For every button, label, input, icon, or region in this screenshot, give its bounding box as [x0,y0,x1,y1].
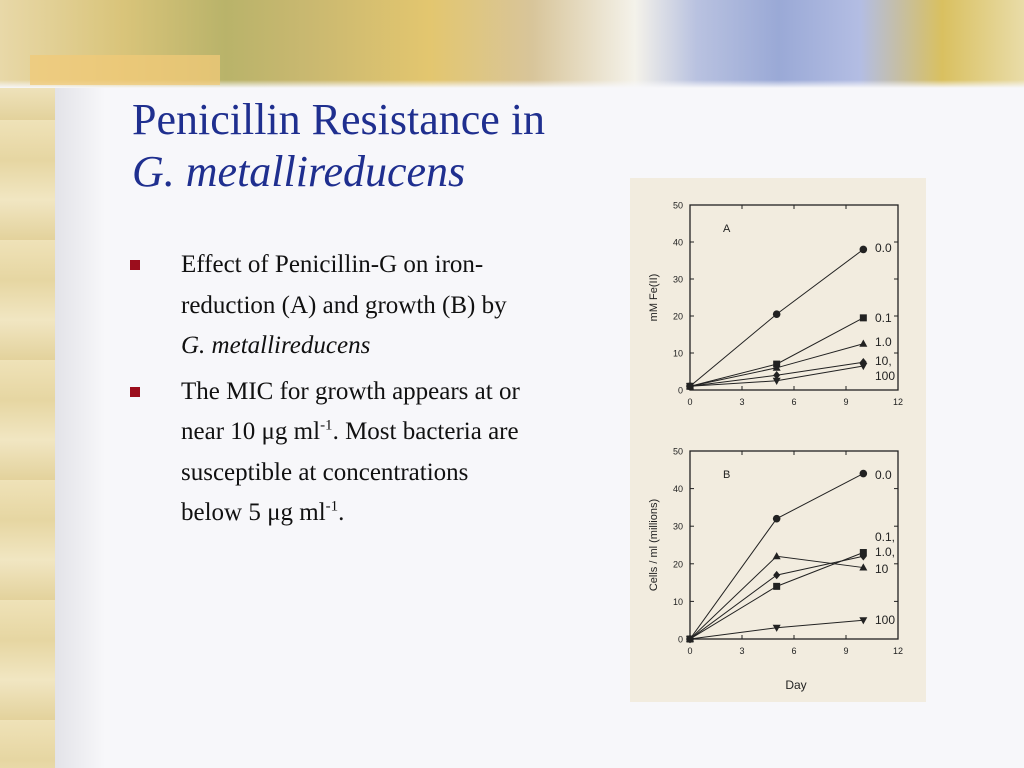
data-point-square [773,582,781,590]
bullet-list: Effect of Penicillin-G on iron-reduction… [130,245,530,539]
series-label: 1.0, [875,545,895,559]
data-point-tri-down [686,383,694,391]
data-point-triangle [859,563,868,571]
data-point-tri-down [772,377,781,385]
y-axis-label: Cells / ml (millions) [648,499,660,591]
series-label: 10, [875,354,892,368]
series-label: 0.0 [875,468,892,482]
panel-label: A [723,223,731,235]
data-point-circle [772,514,781,523]
plot-frame [689,450,899,640]
bullet-marker [130,386,140,397]
y-tick-label: 50 [673,201,683,211]
bullet-2-sup-2: -1 [325,498,339,515]
bullet-2-text-b: . Most bacteria are susceptible at conce… [181,418,519,526]
series-label: 100 [875,369,895,383]
series-label: 1.0 [875,335,892,349]
x-tick-label: 0 [687,397,692,407]
x-tick-label: 12 [893,646,903,656]
series-label: 0.1 [875,311,892,325]
data-point-diamond [773,371,781,380]
y-tick-label: 20 [673,312,683,322]
series-label: 10 [875,562,889,576]
data-point-triangle [772,363,781,371]
title-line-2: G. metallireducens [132,147,466,196]
x-tick-label: 9 [843,646,848,656]
banner-accent [30,55,220,85]
x-tick-label: 3 [739,397,744,407]
y-tick-label: 0 [678,635,683,645]
x-tick-label: 6 [791,397,796,407]
y-tick-label: 50 [673,447,683,457]
data-point-tri-down [686,636,694,644]
bullet-item: The MIC for growth appears at or near 10… [130,372,530,534]
x-tick-label: 3 [739,646,744,656]
data-point-circle [859,469,868,478]
bullet-1-species: G. metallireducens [181,332,371,359]
y-tick-label: 10 [673,597,683,607]
x-tick-label: 9 [843,397,848,407]
x-tick-label: 6 [791,646,796,656]
data-point-triangle [772,552,781,560]
data-point-circle [859,245,868,254]
x-axis-label: Day [785,678,806,692]
series-label: 100 [875,613,895,627]
panel-label: B [723,469,730,481]
y-axis-label: mM Fe(II) [648,274,660,322]
y-tick-label: 20 [673,559,683,569]
title-line-1: Penicillin Resistance in [132,95,546,144]
data-point-circle [772,310,781,318]
y-tick-label: 10 [673,349,683,359]
y-tick-label: 40 [673,238,683,248]
x-tick-label: 0 [687,646,692,656]
data-point-diamond [773,570,781,580]
data-point-triangle [859,339,868,347]
penicillin-figure: 0 10 20 30 40 50 0 3 6 9 12 AmM Fe(II) 0 10 20 30 40 50 0 3… [648,201,903,693]
y-tick-label: 30 [673,522,683,532]
series-label: 0.0 [875,241,892,255]
x-tick-label: 12 [893,397,903,407]
data-point-tri-down [772,624,781,632]
bullet-item: Effect of Penicillin-G on iron-reduction… [130,245,530,367]
bullet-2-text-a: The MIC for growth appears at or near 10… [181,377,520,446]
left-texture-strip [0,0,55,768]
left-shadow [55,0,105,768]
bullet-1-text: Effect of Penicillin-G on iron-reduction… [181,251,507,319]
slide-title: Penicillin Resistance in G. metallireduc… [132,94,545,198]
bullet-2-text-c: . [338,499,345,526]
data-point-tri-down [859,362,868,371]
y-tick-label: 30 [673,275,683,285]
data-point-tri-down [859,617,868,625]
y-tick-label: 40 [673,484,683,494]
data-point-square [859,314,867,322]
bullet-marker [130,260,140,270]
series-label: 0.1, [875,530,895,544]
bullet-2-sup-1: -1 [320,417,333,434]
y-tick-label: 0 [678,386,683,396]
